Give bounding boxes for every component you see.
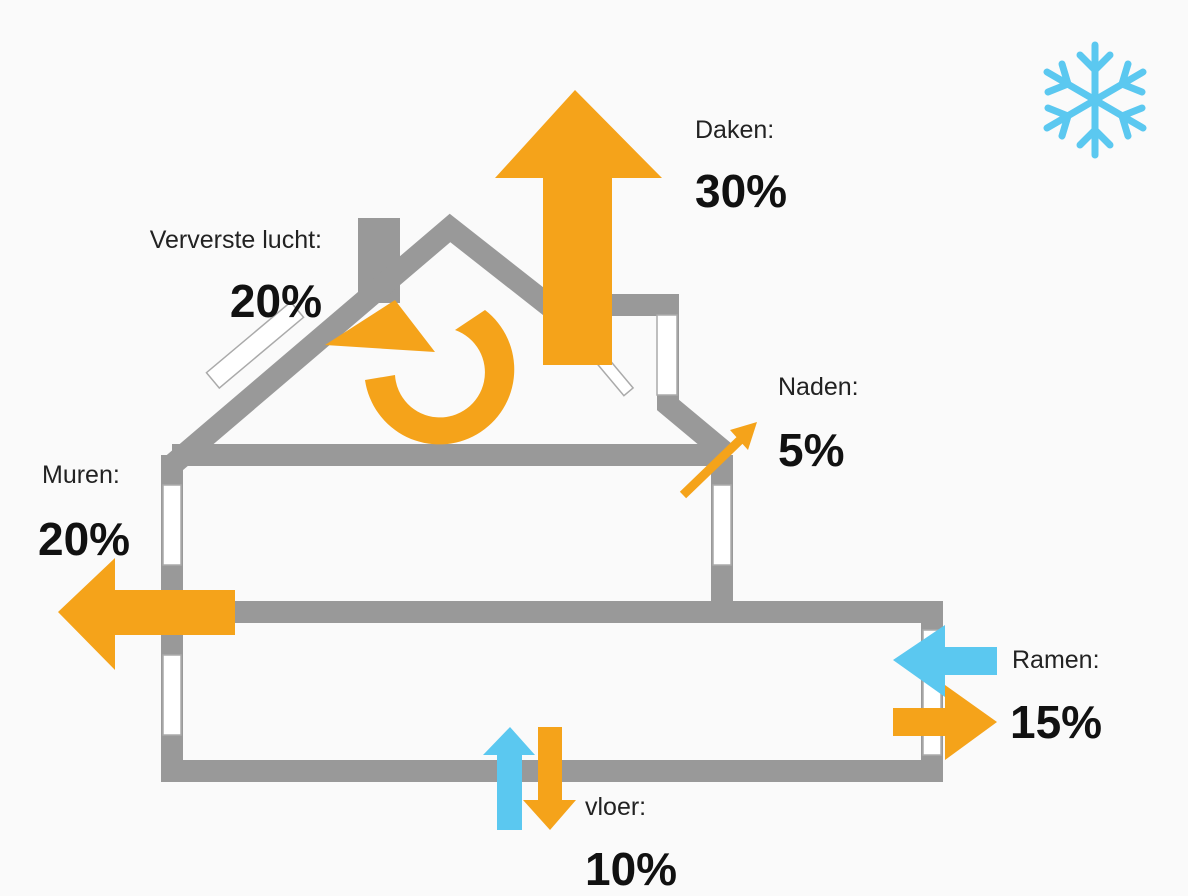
value: 15% bbox=[1010, 696, 1102, 748]
roof-arrow bbox=[495, 90, 662, 365]
value: 10% bbox=[585, 843, 677, 895]
snowflake-icon bbox=[1043, 41, 1147, 159]
wall-arrow bbox=[58, 558, 235, 670]
label: Naden: bbox=[778, 373, 859, 401]
circular-arrow-head bbox=[325, 300, 435, 352]
window bbox=[162, 484, 182, 566]
value: 5% bbox=[778, 424, 844, 476]
label: Ramen: bbox=[1012, 646, 1100, 674]
label: Ververste lucht: bbox=[150, 226, 322, 254]
value: 30% bbox=[695, 165, 787, 217]
dormer-window bbox=[656, 314, 678, 396]
floor-in-arrow bbox=[483, 727, 535, 830]
window bbox=[162, 654, 182, 736]
window-in-arrow bbox=[893, 625, 997, 697]
floor-out-arrow bbox=[523, 727, 576, 830]
circular-arrow-body bbox=[365, 310, 515, 445]
window bbox=[712, 484, 732, 566]
value: 20% bbox=[38, 513, 130, 565]
seam-arrow-head bbox=[730, 422, 757, 450]
arrows bbox=[58, 90, 997, 830]
roof-window bbox=[205, 300, 305, 390]
window-out-arrow bbox=[893, 685, 997, 760]
value: 20% bbox=[230, 275, 322, 327]
label: Muren: bbox=[42, 461, 120, 489]
seam-arrow-shaft bbox=[679, 436, 744, 499]
label: Daken: bbox=[695, 116, 774, 144]
label: vloer: bbox=[585, 793, 646, 821]
